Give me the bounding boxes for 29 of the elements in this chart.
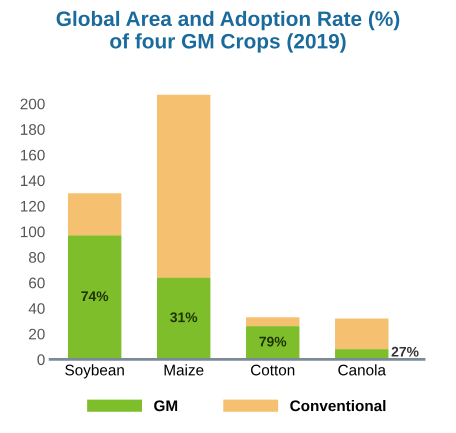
y-tick-label: 180 [20,124,45,135]
y-tick-label: 100 [20,226,45,238]
annotation: 27% [392,346,419,357]
y-tick-label: 140 [20,175,45,186]
annotation: 31% [170,312,198,322]
y-tick-label: 80 [28,252,45,263]
y-tick-label: 40 [28,303,45,314]
y-tick-label: 60 [29,278,45,288]
bar [68,235,122,360]
bar [246,326,300,360]
legend-label: Conventional [290,400,386,412]
x-tick-label: Soybean [65,364,124,378]
y-tick-label: 20 [29,328,45,340]
bar [335,318,388,350]
bar [246,317,300,326]
bar [68,193,122,236]
annotation: 79% [259,336,286,346]
bar [156,94,210,278]
y-tick-label: 200 [20,98,45,110]
bar [156,278,210,360]
y-tick-label: 0 [37,354,45,366]
x-tick-label: Maize [164,364,204,376]
y-tick-label: 160 [20,150,45,161]
annotation: 74% [81,291,108,302]
y-tick-label: 120 [20,200,45,212]
chart-title: Global Area and Adoption Rate (%) of four GM Crops (2019) [56,10,400,53]
x-tick-label: Cotton [251,364,294,376]
x-tick-label: Canola [338,364,386,376]
legend-label: GM [154,400,178,412]
